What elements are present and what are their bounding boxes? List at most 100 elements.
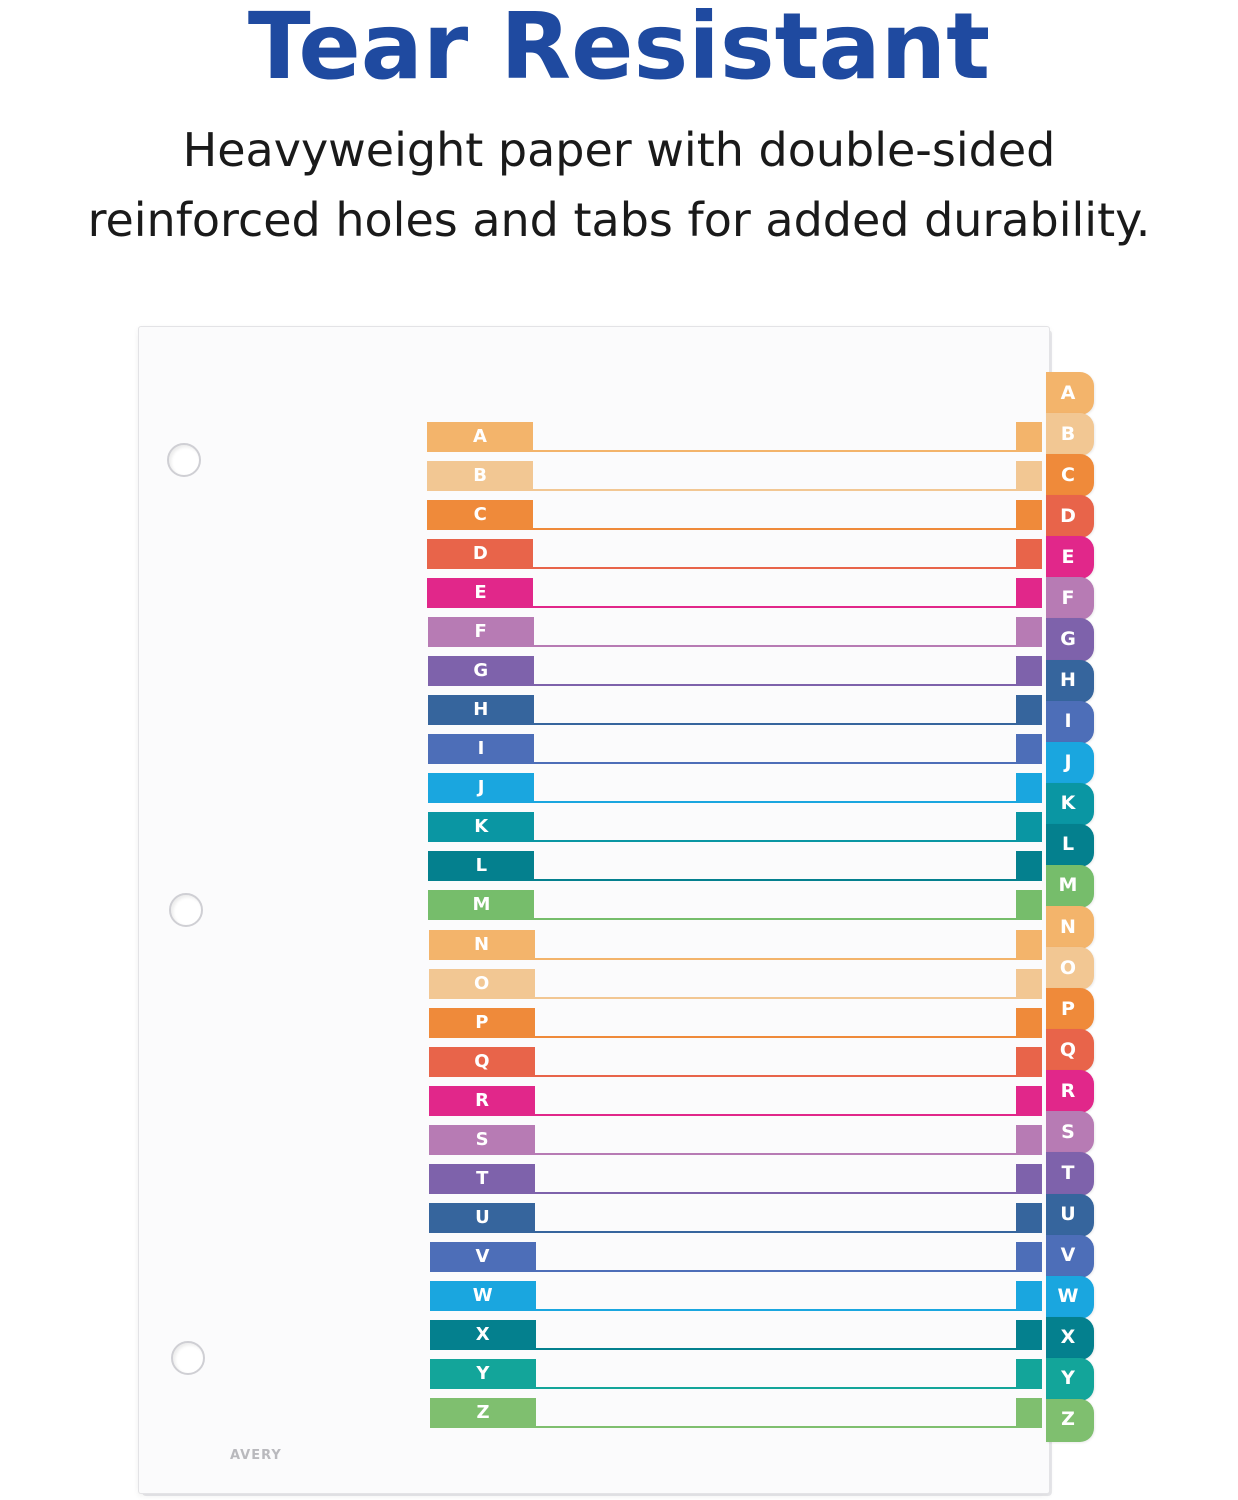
toc-tab-label: U — [429, 1202, 536, 1233]
toc-page-swatch — [1015, 656, 1042, 687]
punch-hole-middle — [169, 893, 203, 927]
side-tab[interactable]: Q — [1046, 1029, 1094, 1073]
toc-row: S — [429, 1124, 1049, 1155]
toc-entry-line — [535, 1269, 1016, 1272]
toc-row: H — [427, 695, 1048, 726]
toc-entry-line — [534, 996, 1016, 999]
toc-tab-label: X — [429, 1319, 536, 1350]
toc-tab-label: S — [429, 1124, 536, 1155]
side-tab[interactable]: I — [1046, 700, 1094, 744]
side-tab-label: L — [1061, 833, 1075, 856]
side-tab[interactable]: B — [1046, 413, 1094, 457]
side-tab-label: T — [1061, 1161, 1075, 1184]
side-tab-label: F — [1061, 586, 1075, 609]
toc-row: O — [428, 968, 1049, 999]
toc-page-swatch — [1015, 1124, 1042, 1155]
toc-tab-label: K — [428, 812, 535, 843]
toc-page-swatch — [1015, 1358, 1042, 1389]
side-tab-label: Y — [1061, 1367, 1075, 1390]
toc-row: E — [427, 578, 1047, 609]
side-tab[interactable]: E — [1046, 536, 1094, 580]
side-tab[interactable]: U — [1046, 1193, 1094, 1237]
toc-page-swatch — [1015, 1085, 1042, 1116]
side-tab[interactable]: S — [1046, 1111, 1094, 1155]
side-tab[interactable]: N — [1046, 906, 1094, 950]
side-tab-label: O — [1059, 956, 1077, 979]
toc-entry-line — [535, 1191, 1016, 1194]
toc-page-swatch — [1015, 539, 1042, 570]
toc-row: B — [427, 461, 1047, 492]
toc-tab-label: O — [428, 968, 535, 999]
toc-tab-label: G — [427, 656, 534, 687]
toc-page-swatch — [1015, 1202, 1042, 1233]
side-tab-label: B — [1060, 422, 1076, 445]
toc-row: P — [428, 1007, 1049, 1038]
side-tab[interactable]: P — [1046, 988, 1094, 1032]
toc-tab-label: J — [428, 773, 535, 804]
toc-tab-label: Y — [429, 1358, 536, 1389]
toc-row: M — [428, 890, 1048, 921]
toc-tab-label: Z — [430, 1398, 536, 1428]
side-tab[interactable]: F — [1046, 577, 1094, 621]
toc-page-swatch — [1016, 422, 1042, 452]
side-tab[interactable]: D — [1046, 495, 1094, 539]
side-tab-label: Q — [1059, 1038, 1077, 1061]
side-tab-label: M — [1058, 874, 1078, 897]
side-tab[interactable]: Y — [1046, 1357, 1094, 1401]
side-tab[interactable]: C — [1046, 454, 1094, 498]
page-title: Tear Resistant — [247, 0, 991, 100]
toc-page-swatch — [1015, 890, 1042, 921]
toc-tab-label: Q — [428, 1046, 535, 1077]
side-tab[interactable]: M — [1046, 864, 1094, 908]
side-tab[interactable]: K — [1046, 782, 1094, 826]
side-tab[interactable]: A — [1046, 372, 1094, 416]
toc-entry-line — [535, 1308, 1016, 1311]
side-tab-label: G — [1060, 627, 1076, 650]
side-tab[interactable]: G — [1046, 618, 1094, 662]
description-line-1: Heavyweight paper with double-sided — [182, 123, 1056, 177]
toc-row: J — [428, 773, 1048, 804]
toc-page-swatch — [1015, 1319, 1042, 1350]
toc-entry-line — [534, 1035, 1016, 1038]
toc-page-swatch — [1015, 929, 1042, 960]
side-tab[interactable]: J — [1046, 741, 1094, 785]
toc-entry-line — [534, 879, 1016, 882]
side-tab-label: N — [1060, 915, 1076, 938]
side-tab[interactable]: T — [1046, 1152, 1094, 1196]
toc-entry-line — [536, 1426, 1016, 1428]
side-tab[interactable]: O — [1046, 947, 1094, 991]
toc-page-swatch — [1015, 1280, 1042, 1311]
toc-page-swatch — [1015, 773, 1042, 804]
toc-entry-line — [535, 1386, 1016, 1389]
toc-tab-label: R — [429, 1085, 536, 1116]
side-tab-label: S — [1061, 1120, 1075, 1143]
toc-entry-line — [535, 1347, 1016, 1350]
side-tab[interactable]: X — [1046, 1316, 1094, 1360]
toc-tab-label: E — [427, 578, 534, 609]
description-line-2: reinforced holes and tabs for added dura… — [87, 193, 1151, 247]
side-tab[interactable]: Z — [1046, 1398, 1094, 1442]
toc-tab-label: M — [428, 890, 535, 921]
side-tab[interactable]: W — [1046, 1275, 1094, 1319]
side-tab-label: U — [1060, 1203, 1076, 1226]
side-tab-label: J — [1064, 751, 1072, 774]
toc-page-swatch — [1015, 617, 1042, 648]
toc-row: X — [429, 1319, 1050, 1350]
toc-tab-label: L — [428, 851, 535, 882]
side-tab-label: P — [1061, 997, 1075, 1020]
side-tab[interactable]: H — [1046, 659, 1094, 703]
toc-page-swatch — [1015, 1241, 1042, 1272]
side-tab[interactable]: V — [1046, 1234, 1094, 1278]
side-tab[interactable]: R — [1046, 1070, 1094, 1114]
toc-entry-line — [533, 528, 1016, 531]
toc-entry-line — [534, 957, 1016, 960]
toc-row: Y — [429, 1358, 1050, 1389]
toc-entry-line — [533, 450, 1016, 452]
toc-entry-line — [533, 684, 1016, 687]
toc-entry-line — [534, 801, 1016, 804]
toc-page-swatch — [1015, 500, 1042, 531]
toc-row: U — [429, 1202, 1049, 1233]
side-tab[interactable]: L — [1046, 823, 1094, 867]
side-tab-label: D — [1060, 504, 1076, 527]
